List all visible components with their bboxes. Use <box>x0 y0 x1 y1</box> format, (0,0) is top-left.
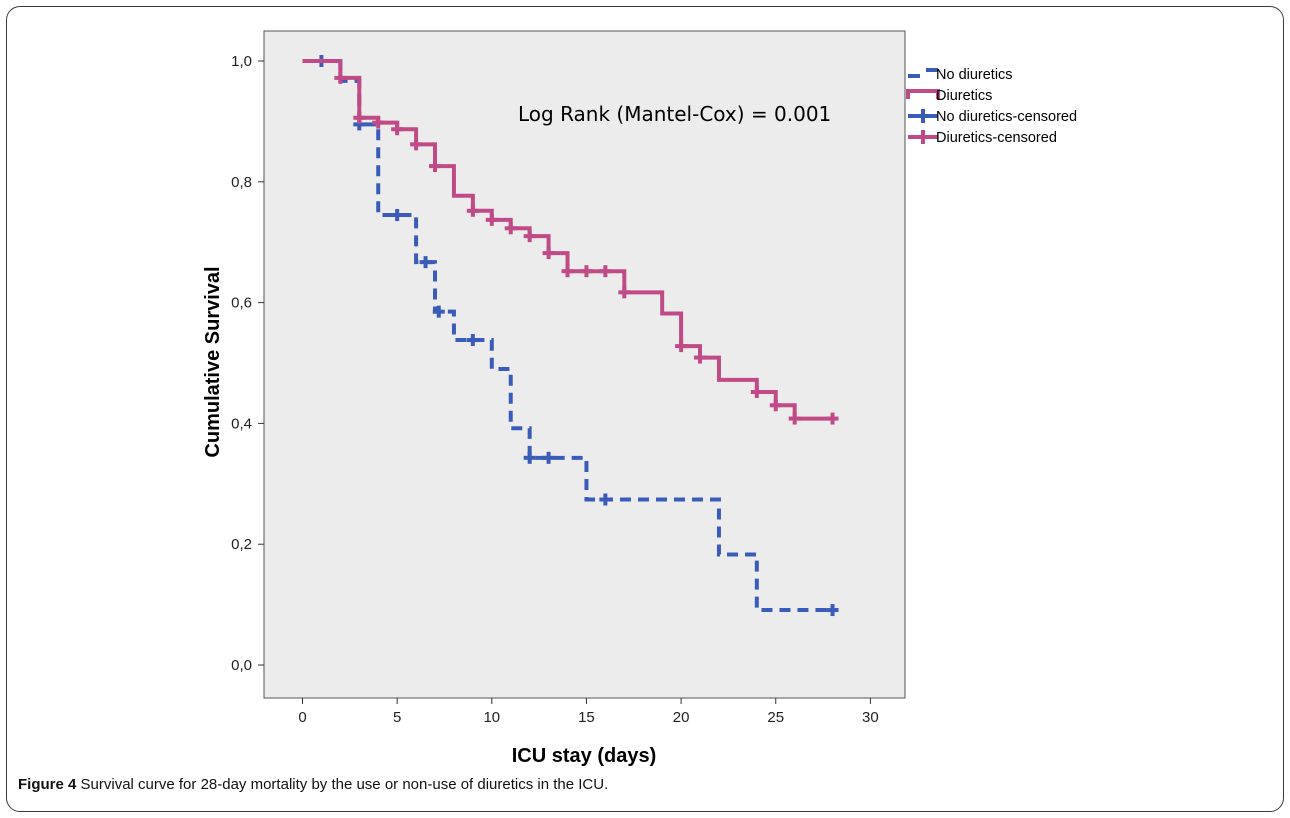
series-group <box>302 55 839 617</box>
log-rank-annotation: Log Rank (Mantel-Cox) = 0.001 <box>518 102 831 126</box>
y-tick-label: 0,6 <box>231 295 252 312</box>
legend-entry: Diuretics-censored <box>908 130 1057 146</box>
x-axis-title: ICU stay (days) <box>512 745 657 767</box>
x-tick-label: 25 <box>767 709 784 726</box>
y-tick-label: 0,2 <box>231 536 252 553</box>
x-tick-label: 20 <box>673 709 690 726</box>
legend-label: Diuretics <box>936 88 992 104</box>
x-tick-label: 30 <box>862 709 879 726</box>
x-tick-label: 0 <box>298 709 306 726</box>
y-tick-label: 1,0 <box>231 53 252 70</box>
legend-entry: No diuretics <box>908 67 1013 83</box>
legend-entry: Diuretics <box>906 88 992 104</box>
plot-area <box>263 30 906 699</box>
legend: No diuretics Diuretics No diuretics-censor… <box>906 67 1077 146</box>
legend-swatch <box>906 89 940 99</box>
x-tick-label: 5 <box>393 709 401 726</box>
y-tick-label: 0,4 <box>231 415 252 432</box>
legend-label: No diuretics <box>936 67 1013 83</box>
y-tick-label: 0,0 <box>231 657 252 674</box>
figure-caption-text: Survival curve for 28-day mortality by t… <box>76 776 609 793</box>
axes: 0,0 0,2 0,4 0,6 0,8 1,0 0 5 10 15 20 25 30 <box>231 53 879 726</box>
legend-label: Diuretics-censored <box>936 130 1057 146</box>
x-tick-label: 10 <box>483 709 500 726</box>
y-tick-label: 0,8 <box>231 174 252 191</box>
legend-entry: No diuretics-censored <box>908 109 1077 125</box>
y-axis-title: Cumulative Survival <box>202 266 224 457</box>
x-tick-label: 15 <box>578 709 595 726</box>
legend-label: No diuretics-censored <box>936 109 1077 125</box>
figure-caption: Figure 4 Survival curve for 28-day morta… <box>18 776 608 793</box>
no-diuretics-curve <box>302 59 833 613</box>
figure-caption-label: Figure 4 <box>18 776 77 793</box>
